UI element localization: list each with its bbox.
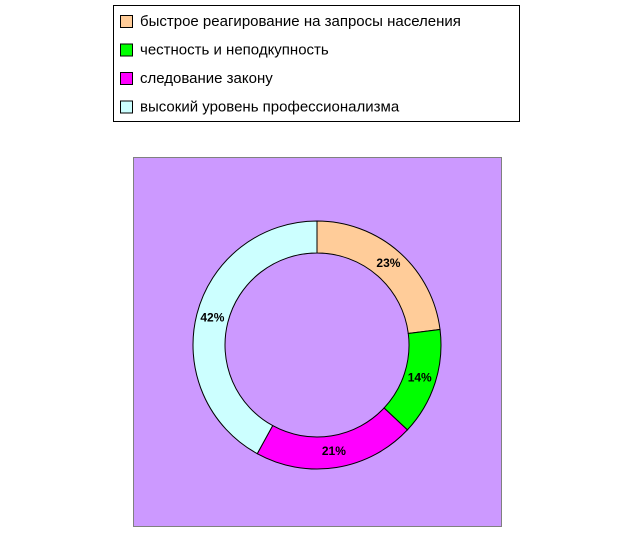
legend-swatch [120, 43, 133, 57]
plot-area [133, 157, 502, 527]
data-label: 23% [376, 256, 400, 270]
data-label: 21% [322, 444, 346, 458]
donut-segment [192, 220, 318, 455]
legend-swatch [120, 100, 133, 114]
legend-label: быстрое реагирование на запросы населени… [140, 13, 461, 30]
legend-label: честность и неподкупность [140, 41, 329, 58]
data-label: 42% [200, 310, 224, 324]
legend-swatch [120, 72, 133, 85]
legend-box [113, 5, 520, 122]
data-label: 14% [408, 371, 432, 385]
legend-swatch [120, 15, 133, 28]
legend-label: высокий уровень профессионализма [140, 98, 400, 115]
legend-label: следование закону [140, 70, 273, 87]
